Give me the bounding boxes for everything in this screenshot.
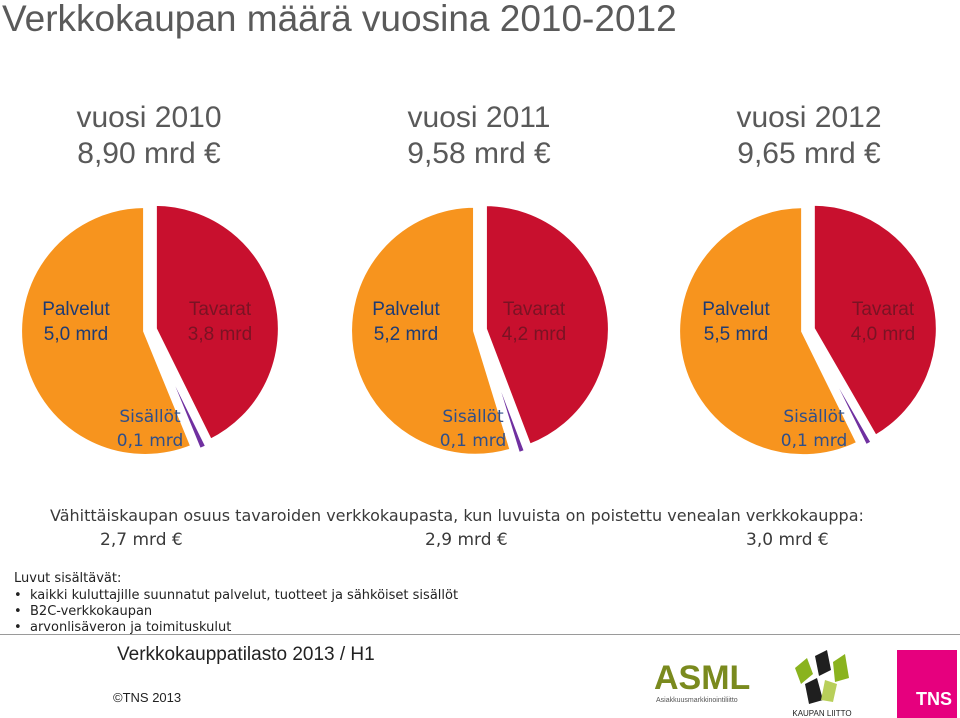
pie-slice-goods-1 xyxy=(482,202,612,449)
year-total: 9,65 mrd € xyxy=(737,137,881,170)
includes-item-text: kaikki kuluttajille suunnatut palvelut, … xyxy=(30,588,459,603)
kaupan-liitto-text: KAUPAN LIITTO xyxy=(792,709,851,718)
content-label-2010: Sisällöt 0,1 mrd xyxy=(100,405,200,453)
tns-logo-text: TNS xyxy=(916,689,952,709)
goods-label-2011: Tavarat 4,2 mrd xyxy=(484,297,584,347)
retail-value-2012: 3,0 mrd € xyxy=(746,530,829,550)
pie-slice-services-2 xyxy=(676,204,862,459)
pie-slice-goods-0 xyxy=(152,201,282,444)
pie-slice-services-0 xyxy=(18,203,196,458)
page-title: Verkkokaupan määrä vuosina 2010-2012 xyxy=(2,0,677,39)
services-label-2010: Palvelut 5,0 mrd xyxy=(26,297,126,347)
goods-label-2012: Tavarat 4,0 mrd xyxy=(833,297,933,347)
asml-logo-text: ASML xyxy=(654,659,750,697)
footer-source: Verkkokauppatilasto 2013 / H1 xyxy=(117,644,375,665)
retail-value-2010: 2,7 mrd € xyxy=(100,530,183,550)
slice-name: Palvelut xyxy=(372,299,440,320)
asml-logo: ASML Asiakkuusmarkkinointiliitto xyxy=(654,659,750,704)
content-label-2011: Sisällöt 0,1 mrd xyxy=(423,405,523,453)
services-label-2011: Palvelut 5,2 mrd xyxy=(356,297,456,347)
kaupan-liitto-logo: KAUPAN LIITTO xyxy=(792,650,852,718)
bullet-icon: • xyxy=(14,604,22,619)
pie-slice-content-0 xyxy=(150,333,211,453)
year-header-2012: vuosi 2012 9,65 mrd € xyxy=(679,100,939,172)
includes-item: • B2C-verkkokaupan xyxy=(10,604,458,620)
includes-list: • kaikki kuluttajille suunnatut palvelut,… xyxy=(10,588,458,636)
asml-logo-subtitle: Asiakkuusmarkkinointiliitto xyxy=(656,697,738,704)
includes-item-text: arvonlisäveron ja toimituskulut xyxy=(30,620,232,635)
year-header-2010: vuosi 2010 8,90 mrd € xyxy=(19,100,279,172)
slice-value: 5,2 mrd xyxy=(373,324,439,345)
pie-slice-content-1 xyxy=(479,334,529,457)
slice-name: Sisällöt xyxy=(783,407,845,427)
retail-share-description: Vähittäiskaupan osuus tavaroiden verkkok… xyxy=(50,506,864,525)
year-total: 8,90 mrd € xyxy=(77,137,221,170)
bullet-icon: • xyxy=(14,588,22,603)
retail-value-2011: 2,9 mrd € xyxy=(425,530,508,550)
logo-shape xyxy=(805,678,823,704)
slice-value: 5,5 mrd xyxy=(703,324,769,345)
year-header-2011: vuosi 2011 9,58 mrd € xyxy=(349,100,609,172)
pie-slice-content-2 xyxy=(808,333,876,450)
slice-name: Palvelut xyxy=(42,299,110,320)
slice-name: Tavarat xyxy=(502,299,566,320)
slice-name: Tavarat xyxy=(851,299,915,320)
slice-name: Palvelut xyxy=(702,299,770,320)
logo-shape xyxy=(833,654,849,682)
content-label-2012: Sisällöt 0,1 mrd xyxy=(764,405,864,453)
pie-slice-goods-2 xyxy=(810,201,940,440)
slice-value: 4,2 mrd xyxy=(501,324,567,345)
slice-value: 0,1 mrd xyxy=(116,431,184,451)
includes-title: Luvut sisältävät: xyxy=(14,571,122,586)
slice-name: Tavarat xyxy=(188,299,252,320)
year-label: vuosi 2010 xyxy=(76,101,222,134)
year-total: 9,58 mrd € xyxy=(407,137,551,170)
slice-value: 5,0 mrd xyxy=(43,324,109,345)
logo-shape xyxy=(815,650,831,676)
slice-value: 4,0 mrd xyxy=(850,324,916,345)
slice-value: 0,1 mrd xyxy=(780,431,848,451)
footer-divider xyxy=(0,634,960,635)
includes-item: • arvonlisäveron ja toimituskulut xyxy=(10,620,458,636)
logo-shape xyxy=(795,658,813,684)
tns-logo: TNS xyxy=(897,650,957,718)
includes-item: • kaikki kuluttajille suunnatut palvelut,… xyxy=(10,588,458,604)
copyright: ©TNS 2013 xyxy=(113,690,182,705)
year-label: vuosi 2012 xyxy=(736,101,882,134)
pie-charts xyxy=(18,201,940,459)
slice-value: 0,1 mrd xyxy=(439,431,507,451)
year-label: vuosi 2011 xyxy=(407,101,551,134)
bullet-icon: • xyxy=(14,620,22,635)
slice-name: Sisällöt xyxy=(442,407,504,427)
logo-shape xyxy=(821,680,837,702)
includes-item-text: B2C-verkkokaupan xyxy=(30,604,153,619)
slice-value: 3,8 mrd xyxy=(187,324,253,345)
goods-label-2010: Tavarat 3,8 mrd xyxy=(170,297,270,347)
services-label-2012: Palvelut 5,5 mrd xyxy=(686,297,786,347)
slice-name: Sisällöt xyxy=(119,407,181,427)
pie-slice-services-1 xyxy=(348,203,515,458)
